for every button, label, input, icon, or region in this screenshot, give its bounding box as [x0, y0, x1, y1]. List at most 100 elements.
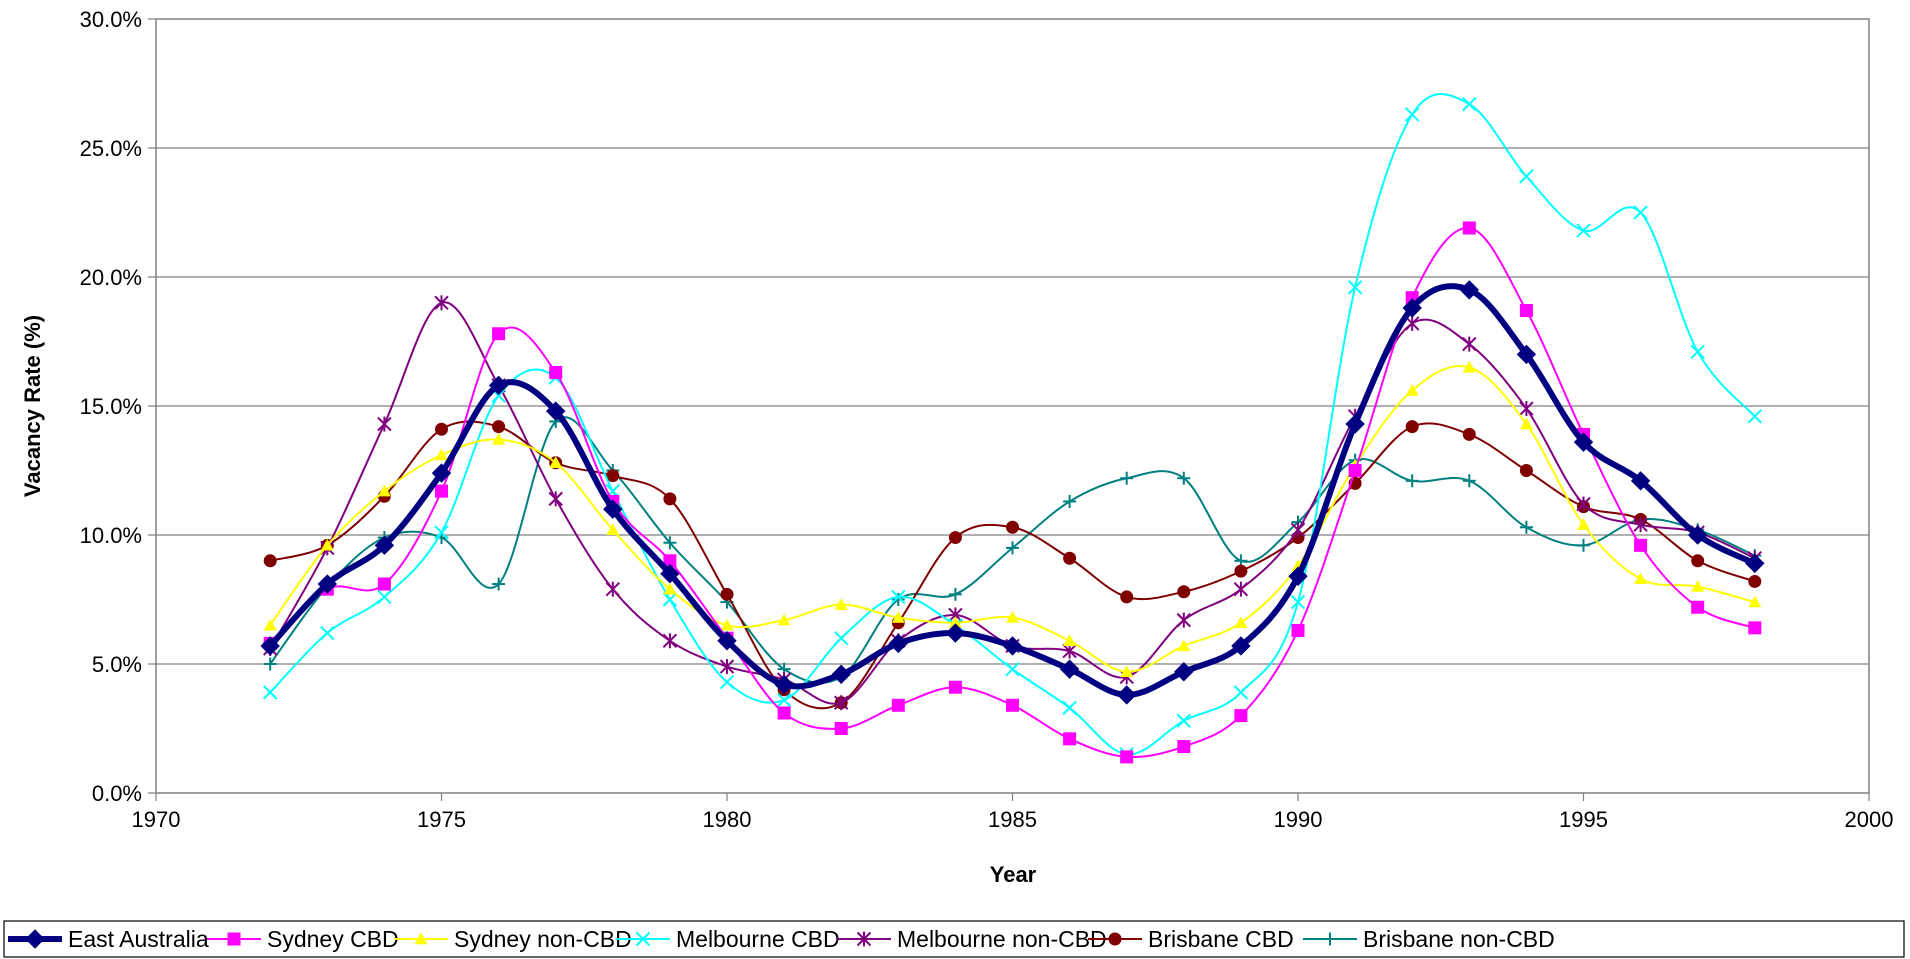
data-point-sydney-cbd — [777, 706, 791, 720]
data-point-sydney-cbd — [1519, 304, 1533, 318]
data-point-sydney-non-cbd — [1462, 360, 1476, 373]
data-point-brisbane-cbd — [1234, 564, 1248, 578]
data-point-brisbane-cbd — [606, 469, 620, 483]
data-point-brisbane-non-cbd — [891, 593, 905, 606]
data-point-east-australia — [431, 463, 452, 483]
data-point-brisbane-non-cbd — [1405, 474, 1419, 488]
axis-ticks: 0.0% 5.0% 10.0% 15.0% 20.0% 25.0% 30.0% 1970 197… — [80, 7, 1894, 832]
data-point-sydney-non-cbd — [1519, 417, 1533, 430]
data-point-brisbane-non-cbd — [948, 587, 962, 601]
data-point-melbourne-cbd — [377, 589, 392, 605]
data-point-east-australia — [1116, 685, 1137, 705]
data-point-melbourne-non-cbd — [662, 633, 678, 649]
data-point-melbourne-cbd — [833, 630, 849, 646]
data-point-east-australia — [1059, 659, 1080, 679]
data-point-melbourne-cbd — [1576, 223, 1591, 238]
data-point-sydney-non-cbd — [1634, 572, 1648, 585]
x-tick-label: 1970 — [132, 807, 181, 832]
legend-item-sydney-non-cbd: Sydney non-CBD — [394, 926, 632, 952]
data-point-brisbane-cbd — [1748, 574, 1762, 588]
data-point-sydney-non-cbd — [1234, 616, 1248, 628]
data-point-brisbane-non-cbd — [1063, 494, 1077, 508]
data-point-sydney-cbd — [1177, 740, 1191, 754]
data-point-sydney-cbd — [377, 577, 391, 591]
data-point-sydney-non-cbd — [549, 456, 563, 468]
data-point-east-australia — [660, 563, 680, 584]
series-line-east-australia — [267, 283, 1757, 698]
x-axis-title: Year — [990, 862, 1037, 887]
data-point-brisbane-non-cbd — [263, 657, 277, 671]
data-point-melbourne-cbd — [1462, 96, 1477, 112]
data-point-melbourne-cbd — [1233, 685, 1249, 700]
data-point-brisbane-non-cbd — [1577, 538, 1590, 552]
data-point-brisbane-cbd — [1063, 551, 1077, 565]
data-point-melbourne-cbd — [662, 592, 678, 607]
data-point-east-australia — [774, 674, 794, 695]
data-point-brisbane-non-cbd — [492, 577, 506, 591]
data-point-sydney-cbd — [834, 722, 848, 735]
data-point-melbourne-cbd — [1290, 594, 1306, 610]
y-tick-label: 30.0% — [80, 7, 142, 32]
legend-entries: East Australia Sydney CBD Sydney non-CBD Me… — [8, 926, 1555, 952]
data-point-east-australia — [831, 664, 851, 685]
data-point-east-australia — [1231, 636, 1251, 656]
data-point-brisbane-cbd — [1177, 585, 1191, 599]
x-tick-label: 1985 — [988, 807, 1037, 832]
data-point-brisbane-cbd — [948, 531, 962, 545]
data-point-sydney-non-cbd — [1577, 518, 1590, 530]
data-point-sydney-non-cbd — [263, 618, 277, 631]
legend-item-melbourne-non-cbd: Melbourne non-CBD — [837, 926, 1107, 952]
legend-item-brisbane-non-cbd: Brisbane non-CBD — [1303, 926, 1555, 952]
data-point-sydney-cbd — [1691, 600, 1705, 614]
legend-item-melbourne-cbd: Melbourne CBD — [616, 926, 840, 952]
data-point-melbourne-cbd — [434, 525, 449, 540]
data-point-melbourne-cbd — [1062, 700, 1077, 716]
data-point-brisbane-non-cbd — [1177, 471, 1191, 485]
x-tick-label: 1995 — [1559, 807, 1608, 832]
legend-marker — [856, 931, 872, 947]
x-tick-label: 2000 — [1845, 807, 1894, 832]
data-point-brisbane-cbd — [1006, 520, 1019, 534]
legend-item-east-australia: East Australia — [8, 926, 209, 952]
data-point-sydney-non-cbd — [777, 613, 791, 626]
y-tick-label: 5.0% — [92, 652, 142, 677]
data-point-brisbane-cbd — [663, 492, 677, 506]
data-point-east-australia — [317, 574, 338, 594]
data-point-east-australia — [1459, 280, 1480, 300]
data-point-melbourne-non-cbd — [1633, 517, 1648, 533]
data-point-melbourne-cbd — [1519, 169, 1534, 184]
data-point-east-australia — [545, 401, 566, 421]
data-point-melbourne-non-cbd — [1176, 612, 1192, 628]
y-tick-label: 20.0% — [80, 265, 142, 290]
data-point-melbourne-non-cbd — [1233, 581, 1249, 597]
data-point-melbourne-cbd — [1176, 713, 1192, 728]
data-point-melbourne-non-cbd — [1404, 315, 1420, 331]
data-point-sydney-non-cbd — [948, 616, 962, 628]
y-tick-label: 10.0% — [80, 523, 142, 548]
legend-label: East Australia — [68, 926, 209, 952]
data-point-melbourne-non-cbd — [1290, 522, 1306, 538]
data-point-melbourne-cbd — [891, 589, 906, 605]
data-point-sydney-non-cbd — [1691, 580, 1705, 592]
data-point-east-australia — [1288, 566, 1308, 586]
data-point-brisbane-cbd — [1405, 420, 1419, 434]
data-point-east-australia — [1345, 414, 1365, 434]
data-point-brisbane-non-cbd — [1120, 471, 1134, 485]
data-point-east-australia — [888, 633, 909, 654]
data-point-east-australia — [717, 631, 737, 651]
series-line-melbourne-non-cbd — [269, 301, 1756, 705]
legend-label: Brisbane CBD — [1148, 926, 1294, 952]
data-point-east-australia — [1573, 432, 1594, 452]
legend-marker — [635, 931, 651, 947]
series-brisbane-cbd — [263, 420, 1762, 710]
data-point-sydney-non-cbd — [1120, 665, 1134, 677]
data-point-melbourne-non-cbd — [434, 295, 449, 311]
data-point-sydney-non-cbd — [1405, 384, 1419, 396]
data-point-sydney-non-cbd — [720, 618, 734, 631]
data-point-melbourne-non-cbd — [1519, 401, 1534, 417]
data-point-sydney-cbd — [663, 554, 677, 568]
legend-item-brisbane-cbd: Brisbane CBD — [1088, 926, 1294, 952]
data-point-sydney-non-cbd — [1748, 595, 1762, 608]
data-point-sydney-cbd — [1234, 709, 1248, 723]
data-point-sydney-non-cbd — [435, 448, 448, 461]
